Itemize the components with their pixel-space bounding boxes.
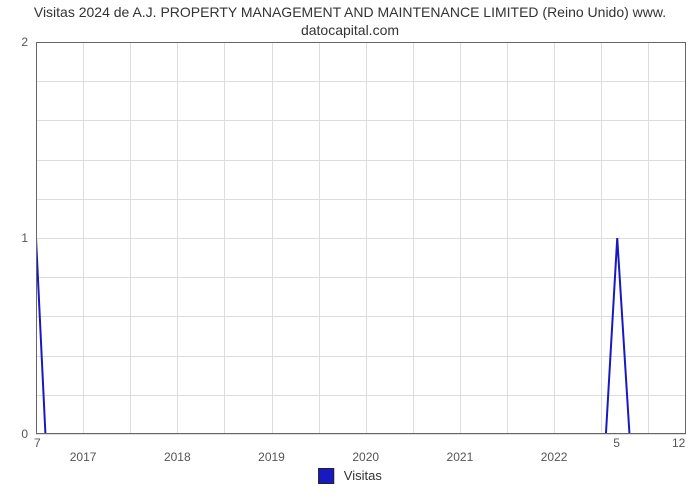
- y-tick-label: 2: [0, 35, 28, 49]
- edge-number-right-b: 12: [672, 436, 685, 450]
- gridline-horizontal: [36, 434, 686, 435]
- x-tick-label: 2019: [258, 450, 285, 464]
- chart-title-line1: Visitas 2024 de A.J. PROPERTY MANAGEMENT…: [34, 4, 666, 20]
- chart-title: Visitas 2024 de A.J. PROPERTY MANAGEMENT…: [0, 4, 700, 39]
- x-tick-label: 2018: [164, 450, 191, 464]
- y-tick-label: 1: [0, 231, 28, 245]
- chart-title-line2: datocapital.com: [301, 22, 399, 38]
- x-tick-label: 2022: [541, 450, 568, 464]
- legend-label: Visitas: [344, 468, 382, 483]
- x-tick-label: 2017: [70, 450, 97, 464]
- edge-number-left: 7: [34, 436, 41, 450]
- y-tick-label: 0: [0, 427, 28, 441]
- x-tick-label: 2020: [352, 450, 379, 464]
- series-line: [36, 42, 686, 434]
- legend-swatch: [318, 468, 334, 484]
- edge-number-right-a: 5: [613, 436, 620, 450]
- x-tick-label: 2021: [447, 450, 474, 464]
- plot-area: [36, 42, 686, 434]
- legend: Visitas: [318, 467, 382, 484]
